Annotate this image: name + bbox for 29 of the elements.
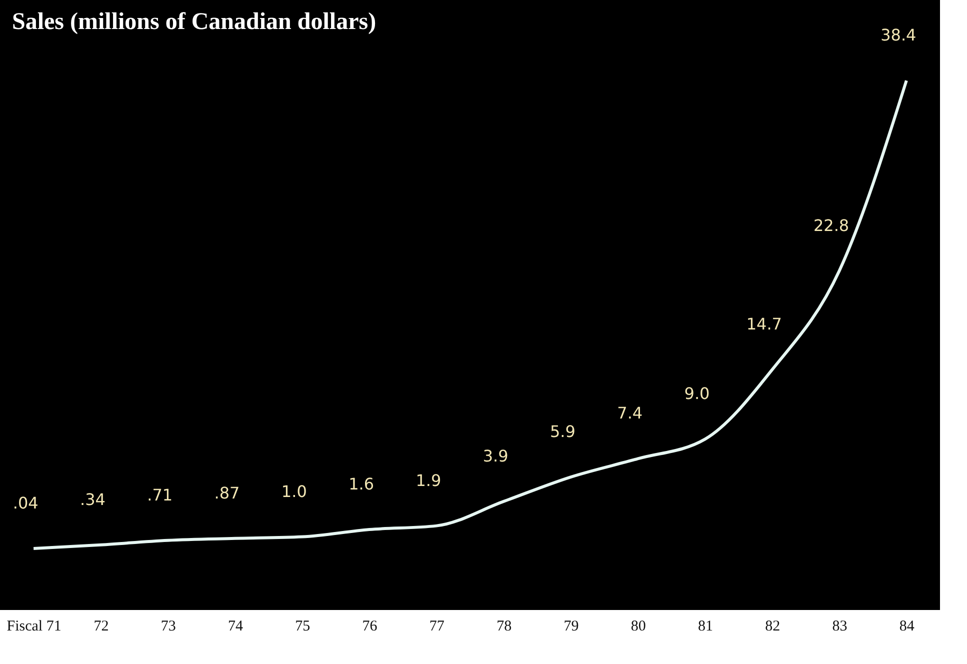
x-tick-label: 80 bbox=[630, 618, 646, 634]
data-label: 9.0 bbox=[684, 384, 710, 404]
x-tick-label: 77 bbox=[429, 618, 445, 634]
x-tick-label: 73 bbox=[160, 618, 176, 634]
data-label: 22.8 bbox=[813, 216, 850, 235]
x-tick-label: 78 bbox=[496, 618, 512, 634]
x-tick-label: 75 bbox=[295, 618, 310, 634]
data-label: 38.4 bbox=[880, 26, 916, 45]
data-label: .87 bbox=[214, 483, 240, 502]
data-label: 5.9 bbox=[550, 422, 576, 442]
data-label: 1.6 bbox=[348, 474, 374, 494]
x-tick-label: 84 bbox=[899, 618, 915, 634]
data-label: 1.9 bbox=[416, 470, 442, 490]
x-tick-label: 81 bbox=[698, 618, 713, 634]
x-tick-label: 82 bbox=[765, 618, 780, 634]
x-tick-label: 76 bbox=[362, 618, 378, 634]
data-label: .04 bbox=[12, 494, 38, 513]
data-label: .34 bbox=[80, 490, 106, 509]
x-tick-label: 74 bbox=[228, 618, 244, 634]
data-label: .71 bbox=[147, 485, 173, 504]
data-label: 14.7 bbox=[746, 314, 782, 334]
x-tick-label: Fiscal 71 bbox=[6, 618, 62, 634]
data-label: 1.0 bbox=[281, 482, 307, 501]
x-tick-label: 79 bbox=[564, 618, 579, 634]
data-label: 7.4 bbox=[617, 404, 643, 423]
data-label: 3.9 bbox=[482, 446, 508, 466]
x-tick-label: 72 bbox=[94, 618, 109, 634]
chart-title: Sales (millions of Canadian dollars) bbox=[12, 9, 376, 35]
x-tick-label: 83 bbox=[832, 618, 848, 634]
